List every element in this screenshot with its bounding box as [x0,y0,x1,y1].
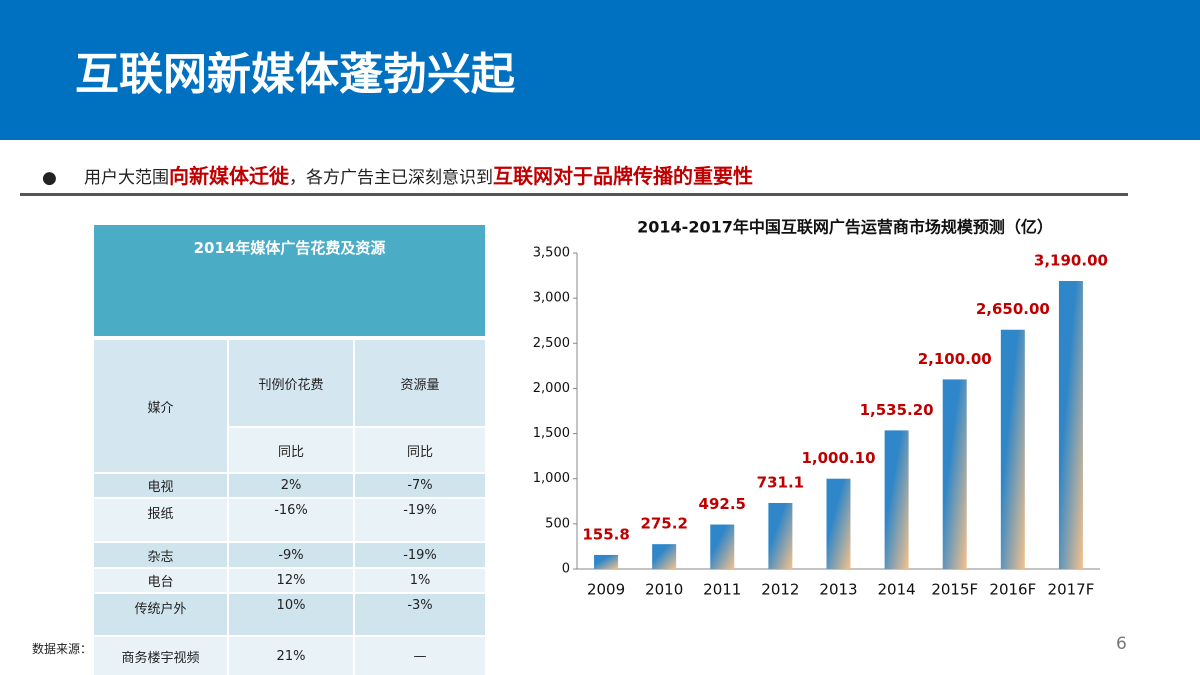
data-label: 1,000.10 [801,449,875,467]
table-cell: 杂志 [94,543,229,569]
data-label: 3,190.00 [1034,251,1108,269]
data-label: 2,100.00 [918,350,992,368]
table-cell: 商务楼宇视频 [94,637,229,675]
x-tick-label: 2010 [645,581,683,599]
x-tick-label: 2015F [931,581,978,599]
bullet-text: ，各方广告主已深刻意识到 [289,168,493,188]
table-cell: 10% [229,594,355,637]
x-tick-label: 2014 [878,581,916,599]
bullet-text: 用户大范围 [84,168,169,188]
table-cell: -7% [355,474,487,499]
table-cell: 刊例价花费 [229,340,355,428]
table-cell: -19% [355,499,487,543]
bar [710,524,735,569]
table-cell: 电台 [94,569,229,594]
table-cell: 传统户外 [94,594,229,637]
bar [942,379,967,569]
y-tick-label: 3,500 [533,246,570,261]
data-label: 275.2 [640,515,687,533]
table-cell: 报纸 [94,499,229,543]
page-number: 6 [1116,634,1127,654]
table-cell: — [355,637,487,675]
bar [826,478,851,569]
table-cell: 媒介 [94,340,229,474]
data-label: 731.1 [757,473,804,491]
y-tick-label: 1,500 [533,426,570,441]
bullet-text: 互联网对于品牌传播的重要性 [493,164,753,188]
table-cell: 21% [229,637,355,675]
table-cell: 资源量 [355,340,487,428]
y-tick-label: 2,500 [533,336,570,351]
bar [594,554,619,569]
divider [20,193,1128,196]
data-label: 2,650.00 [976,300,1050,318]
data-label: 155.8 [582,525,629,543]
table-cell: -19% [355,543,487,569]
x-tick-label: 2017F [1048,581,1095,599]
table-cell: 1% [355,569,487,594]
y-tick-label: 500 [545,516,570,531]
bar [768,502,793,569]
table-cell: 同比 [355,428,487,474]
x-tick-label: 2011 [703,581,741,599]
y-tick-label: 3,000 [533,291,570,306]
table-cell: -3% [355,594,487,637]
table-cell: -9% [229,543,355,569]
table-cell: 2014年媒体广告花费及资源 [94,225,487,338]
chart-title: 2014-2017年中国互联网广告运营商市场规模预测（亿） [637,218,1053,237]
bullet-text: 向新媒体迁徙 [169,164,289,188]
bullet: ● 用户大范围向新媒体迁徙，各方广告主已深刻意识到互联网对于品牌传播的重要性 [42,164,753,188]
bar [884,430,909,569]
table-cell: 同比 [229,428,355,474]
data-label: 1,535.20 [860,401,934,419]
header-band [0,0,1200,140]
y-tick-label: 1,000 [533,471,570,486]
table-cell: 电视 [94,474,229,499]
table-cell: -16% [229,499,355,543]
x-tick-label: 2016F [989,581,1036,599]
y-tick-label: 0 [562,562,570,577]
slide-title: 互联网新媒体蓬勃兴起 [75,49,515,100]
table-cell: 12% [229,569,355,594]
table-cell: 2% [229,474,355,499]
x-tick-label: 2012 [761,581,799,599]
data-label: 492.5 [699,495,746,513]
bar [1000,329,1025,569]
x-tick-label: 2009 [587,581,625,599]
bar [652,544,677,569]
x-tick-label: 2013 [819,581,857,599]
source: 数据来源： [32,642,93,656]
bar [1058,280,1083,569]
y-tick-label: 2,000 [533,381,570,396]
